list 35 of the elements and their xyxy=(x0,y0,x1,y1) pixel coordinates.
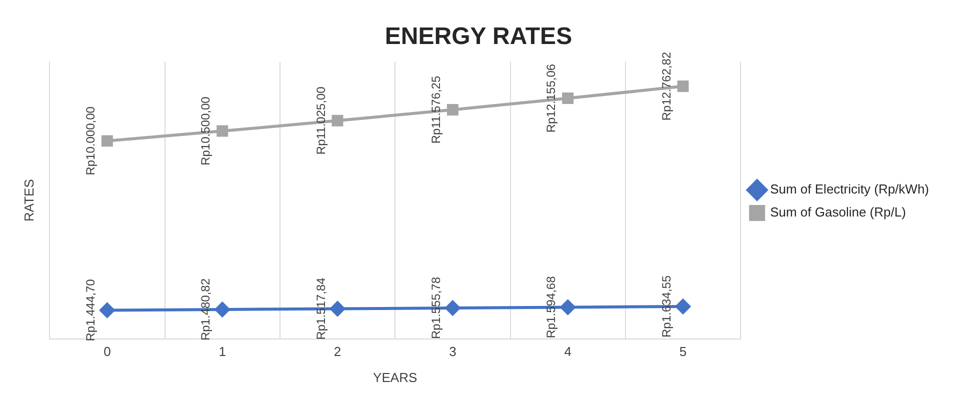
y-axis-title: RATES xyxy=(21,178,36,222)
point xyxy=(677,80,689,92)
legend-label: Sum of Electricity (Rp/kWh) xyxy=(770,182,930,197)
x-tick-label: 3 xyxy=(449,344,456,360)
point xyxy=(100,302,115,318)
x-tick-label: 4 xyxy=(564,344,572,360)
legend-label: Sum of Gasoline (Rp/L) xyxy=(770,204,906,220)
chart-title: ENERGY RATES xyxy=(384,23,572,50)
x-tick-label: 0 xyxy=(104,344,111,360)
point xyxy=(332,114,344,126)
data-label: Rp11.576,25 xyxy=(428,76,443,144)
point xyxy=(445,300,460,316)
x-axis-title: YEARS xyxy=(373,370,418,385)
point xyxy=(330,301,346,316)
data-label: Rp12.155,06 xyxy=(544,64,558,133)
point xyxy=(676,298,691,314)
x-tick-label: 2 xyxy=(334,344,342,360)
data-label: Rp1.594,68 xyxy=(544,276,558,338)
point xyxy=(562,92,574,104)
data-label: Rp1.634,55 xyxy=(659,275,674,338)
data-label: Rp12.762,82 xyxy=(659,52,674,121)
data-label: Rp10.000,00 xyxy=(83,106,98,176)
point xyxy=(216,125,228,137)
point xyxy=(101,135,113,147)
data-label: Rp11.025,00 xyxy=(314,86,328,155)
point xyxy=(446,104,458,116)
data-label: Rp1.480,82 xyxy=(198,278,213,341)
data-label: Rp1.517,84 xyxy=(314,277,328,340)
x-tick-label: 5 xyxy=(679,344,687,360)
data-label: Rp1.444,70 xyxy=(83,278,98,342)
x-tick-label: 1 xyxy=(218,344,226,360)
point xyxy=(560,300,576,315)
point xyxy=(214,302,230,317)
data-label: Rp10.500,00 xyxy=(198,96,213,166)
data-label: Rp1.555,78 xyxy=(428,276,443,340)
